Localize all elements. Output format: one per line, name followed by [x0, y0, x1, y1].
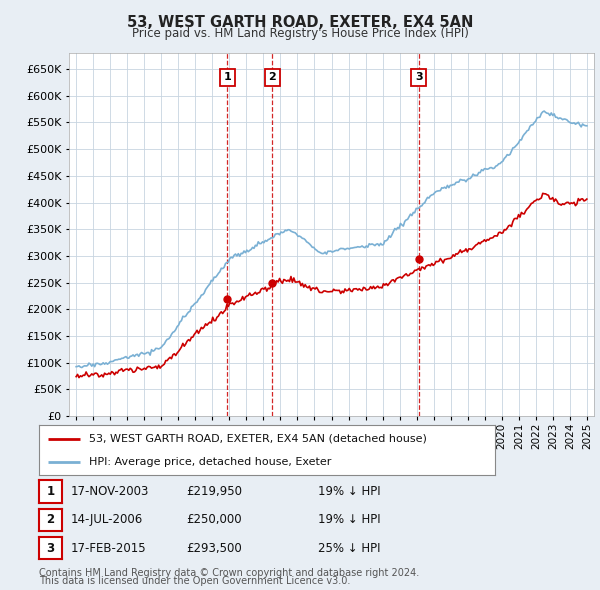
Text: 25% ↓ HPI: 25% ↓ HPI: [318, 542, 380, 555]
Text: 3: 3: [415, 72, 422, 82]
Text: 2: 2: [46, 513, 55, 526]
Text: This data is licensed under the Open Government Licence v3.0.: This data is licensed under the Open Gov…: [39, 576, 350, 586]
Text: HPI: Average price, detached house, Exeter: HPI: Average price, detached house, Exet…: [89, 457, 332, 467]
Text: 1: 1: [223, 72, 231, 82]
Text: £250,000: £250,000: [186, 513, 242, 526]
Text: 19% ↓ HPI: 19% ↓ HPI: [318, 485, 380, 498]
Text: 19% ↓ HPI: 19% ↓ HPI: [318, 513, 380, 526]
Text: 3: 3: [46, 542, 55, 555]
Text: 14-JUL-2006: 14-JUL-2006: [71, 513, 143, 526]
Text: 53, WEST GARTH ROAD, EXETER, EX4 5AN (detached house): 53, WEST GARTH ROAD, EXETER, EX4 5AN (de…: [89, 434, 427, 444]
Text: 17-FEB-2015: 17-FEB-2015: [71, 542, 146, 555]
Text: 53, WEST GARTH ROAD, EXETER, EX4 5AN: 53, WEST GARTH ROAD, EXETER, EX4 5AN: [127, 15, 473, 30]
Text: Contains HM Land Registry data © Crown copyright and database right 2024.: Contains HM Land Registry data © Crown c…: [39, 568, 419, 578]
Text: 2: 2: [269, 72, 277, 82]
Text: 17-NOV-2003: 17-NOV-2003: [71, 485, 149, 498]
Text: Price paid vs. HM Land Registry's House Price Index (HPI): Price paid vs. HM Land Registry's House …: [131, 27, 469, 40]
Text: 1: 1: [46, 485, 55, 498]
Text: £293,500: £293,500: [186, 542, 242, 555]
Text: £219,950: £219,950: [186, 485, 242, 498]
